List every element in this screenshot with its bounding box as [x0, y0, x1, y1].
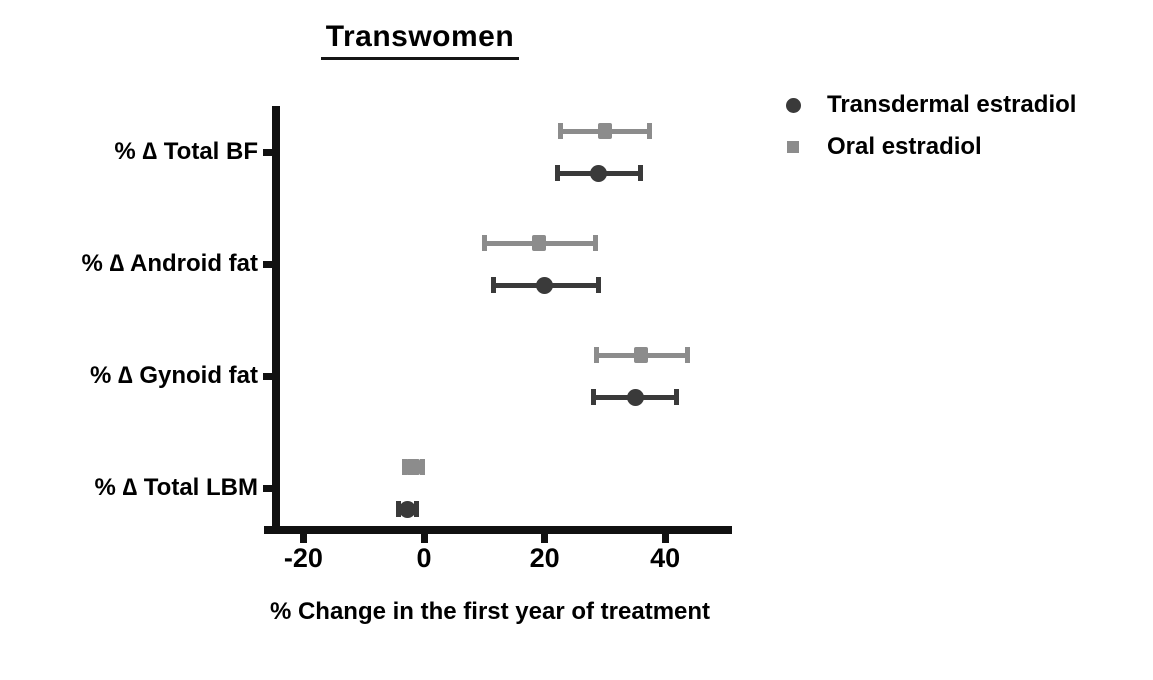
- error-bar-cap-left: [482, 235, 488, 251]
- error-bar-cap-left: [557, 123, 563, 139]
- y-category-label: % ∆ Total LBM: [94, 474, 258, 501]
- y-axis-tick: [263, 485, 272, 492]
- error-bar-cap-right: [413, 501, 419, 517]
- y-axis-tick: [263, 373, 272, 380]
- x-axis-line: [264, 526, 732, 534]
- x-tick-label: 0: [416, 543, 432, 573]
- square-marker: [406, 459, 421, 475]
- y-axis-tick: [263, 261, 272, 268]
- x-axis-title: % Change in the first year of treatment: [269, 598, 711, 625]
- legend-label: Transdermal estradiol: [827, 91, 1077, 118]
- x-tick-label: 40: [650, 543, 681, 573]
- square-marker: [531, 235, 546, 251]
- x-axis-tick: [661, 534, 669, 543]
- error-bar-cap-left: [402, 459, 408, 475]
- y-category-label: % ∆ Android fat: [81, 250, 258, 277]
- y-category-label: % ∆ Gynoid fat: [89, 362, 258, 389]
- error-bar-cap-right: [419, 459, 425, 475]
- legend-marker-square-icon: [787, 141, 799, 153]
- legend-label: Oral estradiol: [827, 133, 982, 160]
- x-tick-label: 20: [529, 543, 560, 573]
- legend-item: Oral estradiol: [770, 126, 1076, 168]
- legend-marker-circle-icon: [786, 97, 801, 113]
- error-bar-cap-left: [491, 277, 497, 293]
- x-tick-label: -20: [283, 543, 323, 573]
- y-axis-line: [272, 106, 280, 534]
- error-bar-cap-right: [595, 277, 601, 293]
- circle-marker: [626, 388, 644, 406]
- error-bar-cap-right: [685, 347, 691, 363]
- error-bar-cap-right: [592, 235, 598, 251]
- x-axis-tick: [541, 534, 549, 543]
- error-bar-cap-right: [674, 389, 680, 405]
- circle-marker: [399, 500, 417, 518]
- legend: Transdermal estradiol Oral estradiol: [770, 84, 1076, 168]
- y-axis-tick: [263, 149, 272, 156]
- x-axis-tick: [420, 534, 428, 543]
- error-bar-cap-left: [590, 389, 596, 405]
- y-category-label: % ∆ Total BF: [114, 138, 258, 165]
- square-marker: [634, 347, 649, 363]
- error-bar-cap-left: [554, 165, 560, 181]
- square-marker: [597, 123, 612, 139]
- x-axis-tick: [299, 534, 307, 543]
- error-bar-cap-left: [396, 501, 402, 517]
- error-bar-cap-right: [647, 123, 653, 139]
- chart-title: Transwomen: [250, 20, 590, 60]
- circle-marker: [590, 164, 608, 182]
- legend-item: Transdermal estradiol: [770, 84, 1076, 126]
- chart-title-text: Transwomen: [320, 20, 520, 60]
- circle-marker: [536, 276, 554, 294]
- error-bar-cap-right: [638, 165, 644, 181]
- error-bar-cap-left: [593, 347, 599, 363]
